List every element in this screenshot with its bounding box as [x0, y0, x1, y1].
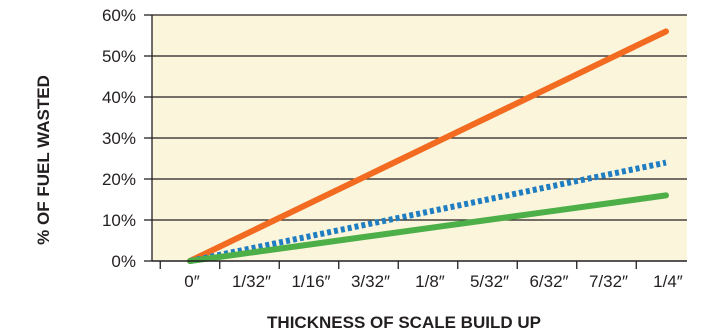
x-axis-title: THICKNESS OF SCALE BUILD UP: [267, 313, 541, 332]
y-tick-label: 50%: [102, 47, 136, 66]
axes: [151, 15, 687, 269]
x-tick-label: 1/8″: [415, 272, 445, 291]
y-axis-title: % OF FUEL WASTED: [34, 75, 53, 245]
series-lines: [187, 28, 669, 264]
y-axis-tick-labels: 0% 10% 20% 30% 40% 50% 60%: [102, 6, 136, 271]
gridlines: [144, 14, 687, 262]
x-tick-label: 1/4″: [653, 272, 683, 291]
x-tick-label: 6/32″: [529, 272, 568, 291]
y-tick-label: 40%: [102, 88, 136, 107]
y-tick-label: 10%: [102, 211, 136, 230]
x-tick-label: 1/16″: [291, 272, 330, 291]
y-tick-label: 0%: [111, 252, 136, 271]
series-line: [187, 28, 669, 264]
x-tick-label: 0″: [184, 272, 199, 291]
y-tick-label: 60%: [102, 6, 136, 25]
x-tick-label: 3/32″: [351, 272, 390, 291]
x-tick-label: 5/32″: [470, 272, 509, 291]
y-tick-label: 20%: [102, 170, 136, 189]
x-tick-label: 7/32″: [589, 272, 628, 291]
series-line: [187, 192, 669, 264]
x-axis-tick-labels: 0″ 1/32″ 1/16″ 3/32″ 1/8″ 5/32″ 6/32″ 7/32″ 1/4″: [184, 272, 683, 291]
x-tick-label: 1/32″: [232, 272, 271, 291]
y-tick-label: 30%: [102, 129, 136, 148]
